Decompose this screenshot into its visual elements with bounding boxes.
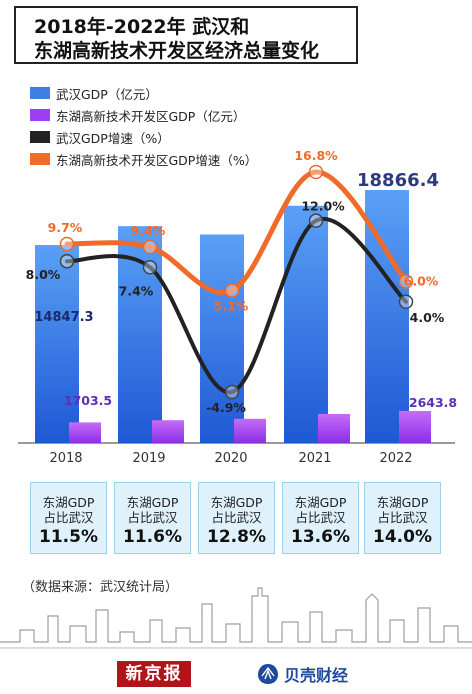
share-box-2019: 东湖GDP 占比武汉 11.6% bbox=[114, 482, 191, 554]
share-box-2020: 东湖GDP 占比武汉 12.8% bbox=[198, 482, 275, 554]
share-value: 11.5% bbox=[39, 527, 98, 547]
share-line2: 占比武汉 bbox=[295, 510, 346, 525]
x-tick-2022: 2022 bbox=[379, 451, 412, 466]
legend-label: 东湖高新技术开发区GDP增速（%） bbox=[56, 152, 258, 168]
bar-donghu-gdp-2020 bbox=[234, 418, 266, 443]
legend-item-donghu-growth: 东湖高新技术开发区GDP增速（%） bbox=[30, 150, 257, 168]
point-donghu-growth-2022 bbox=[398, 274, 414, 289]
x-tick-2020: 2020 bbox=[214, 451, 247, 466]
point-wuhan-growth-2018 bbox=[59, 253, 75, 269]
share-line2: 占比武汉 bbox=[43, 510, 94, 525]
x-tick-2019: 2019 bbox=[132, 451, 165, 466]
label-wuhan-gdp-2018: 14847.3 bbox=[34, 310, 93, 325]
point-donghu-growth-2019 bbox=[142, 239, 158, 255]
share-box-2022: 东湖GDP 占比武汉 14.0% bbox=[364, 482, 441, 554]
legend-item-wuhan-growth: 武汉GDP增速（%） bbox=[30, 128, 170, 146]
shell-icon bbox=[258, 664, 278, 684]
bar-donghu-gdp-2019 bbox=[152, 420, 184, 443]
bar-donghu-gdp-2022 bbox=[399, 411, 431, 443]
lines-layer bbox=[59, 164, 414, 400]
point-wuhan-growth-2022 bbox=[398, 294, 414, 310]
point-donghu-growth-2018 bbox=[59, 236, 75, 252]
share-line2: 占比武汉 bbox=[127, 510, 178, 525]
bar-wuhan-gdp-2018 bbox=[35, 245, 79, 443]
bar-wuhan-gdp-2021 bbox=[284, 205, 328, 443]
legend-label: 武汉GDP增速（%） bbox=[56, 130, 170, 146]
beike-caijing-text: 贝壳财经 bbox=[284, 666, 349, 685]
label-donghu-gdp-2018: 1703.5 bbox=[64, 393, 112, 408]
share-line1: 东湖GDP bbox=[376, 495, 429, 510]
label-wuhan-growth-2018: 8.0% bbox=[26, 267, 61, 282]
label-donghu-growth-2022: 6.0% bbox=[404, 273, 439, 288]
point-wuhan-growth-2021 bbox=[308, 213, 324, 228]
title-line-1: 2018年-2022年 武汉和 bbox=[34, 16, 250, 38]
share-value: 12.8% bbox=[207, 527, 266, 547]
label-donghu-growth-2018: 9.7% bbox=[48, 220, 83, 235]
point-donghu-growth-2021 bbox=[308, 164, 324, 180]
label-wuhan-growth-2022: 4.0% bbox=[410, 310, 445, 325]
label-donghu-growth-2020: 5.1% bbox=[214, 299, 249, 314]
label-wuhan-growth-2021: 12.0% bbox=[301, 199, 345, 214]
label-donghu-growth-2019: 9.4% bbox=[131, 223, 166, 238]
legend-item-donghu-gdp: 东湖高新技术开发区GDP（亿元） bbox=[30, 106, 245, 124]
xinjingbao-logo: 新京报 bbox=[117, 661, 191, 687]
legend-swatch-purple bbox=[30, 109, 50, 121]
title-line-2: 东湖高新技术开发区经济总量变化 bbox=[34, 40, 320, 62]
share-value: 11.6% bbox=[123, 527, 182, 547]
label-wuhan-growth-2019: 7.4% bbox=[119, 283, 154, 298]
line-donghu-growth bbox=[64, 169, 409, 296]
x-tick-2021: 2021 bbox=[298, 451, 331, 466]
bar-donghu-gdp-2021 bbox=[318, 413, 350, 443]
share-line1: 东湖GDP bbox=[294, 495, 347, 510]
share-line1: 东湖GDP bbox=[42, 495, 95, 510]
legend-item-wuhan-gdp: 武汉GDP（亿元） bbox=[30, 84, 158, 102]
bar-donghu-gdp-2018 bbox=[69, 422, 101, 443]
city-skyline-illustration bbox=[0, 587, 472, 649]
share-box-2021: 东湖GDP 占比武汉 13.6% bbox=[282, 482, 359, 554]
labels-layer: 9.7% 9.4% 5.1% 16.8% 6.0% 8.0% 7.4% -4.9% 12.0% 4… bbox=[26, 148, 457, 466]
label-donghu-growth-2021: 16.8% bbox=[294, 148, 338, 163]
x-tick-2018: 2018 bbox=[49, 451, 82, 466]
beike-caijing-logo: 贝壳财经 bbox=[256, 661, 348, 687]
chart-canvas: 9.7% 9.4% 5.1% 16.8% 6.0% 8.0% 7.4% -4.9% 12.0% 4… bbox=[18, 148, 457, 466]
point-wuhan-growth-2019 bbox=[142, 260, 158, 275]
legend-swatch-blue bbox=[30, 87, 50, 99]
legend-label: 武汉GDP（亿元） bbox=[56, 86, 158, 102]
share-line2: 占比武汉 bbox=[377, 510, 428, 525]
share-box-2018: 东湖GDP 占比武汉 11.5% bbox=[30, 482, 107, 554]
share-value: 13.6% bbox=[291, 527, 350, 547]
legend-label: 东湖高新技术开发区GDP（亿元） bbox=[56, 108, 246, 124]
title-box: 2018年-2022年 武汉和 东湖高新技术开发区经济总量变化 bbox=[14, 6, 358, 64]
share-line1: 东湖GDP bbox=[126, 495, 179, 510]
share-value: 14.0% bbox=[373, 527, 432, 547]
label-donghu-gdp-2022: 2643.8 bbox=[409, 395, 457, 410]
legend-swatch-orange bbox=[30, 153, 50, 165]
label-wuhan-gdp-2022: 18866.4 bbox=[357, 170, 439, 191]
point-wuhan-growth-2020 bbox=[224, 384, 240, 400]
bar-wuhan-gdp-2020 bbox=[200, 234, 244, 443]
legend-swatch-black bbox=[30, 131, 50, 143]
share-line1: 东湖GDP bbox=[210, 495, 263, 510]
label-wuhan-growth-2020: -4.9% bbox=[206, 400, 246, 415]
data-source: （数据来源：武汉统计局） bbox=[22, 580, 179, 595]
point-donghu-growth-2020 bbox=[224, 283, 240, 298]
share-line2: 占比武汉 bbox=[211, 510, 262, 525]
